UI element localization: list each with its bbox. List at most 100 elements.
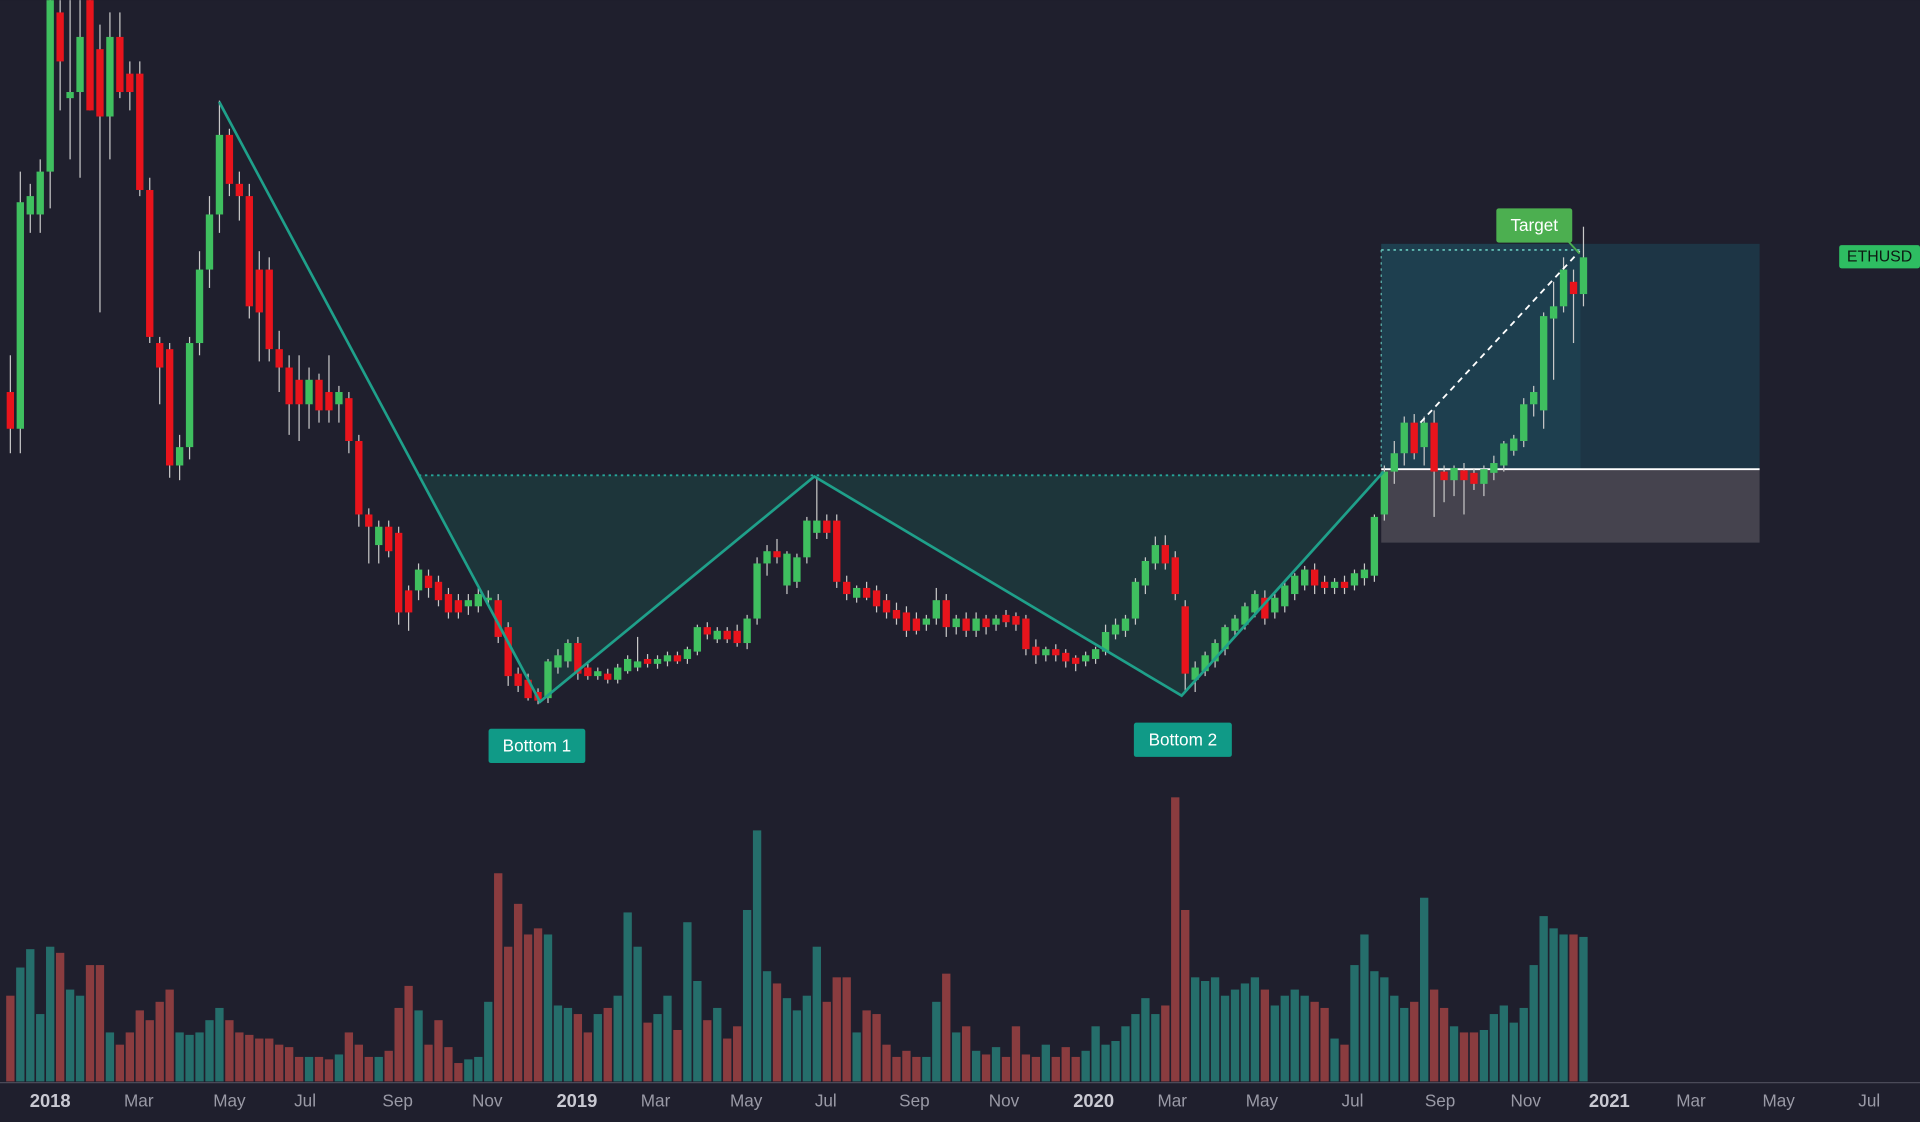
candle-body [365,514,373,527]
candle-body [165,349,174,466]
volume-bar [583,1032,592,1082]
volume-bar [1061,1047,1070,1082]
volume-bar [1011,1026,1021,1082]
volume-bar [603,1007,612,1082]
candle-body [56,12,64,62]
candle-body [1490,463,1498,473]
candle-body [663,655,672,662]
candle-body [1559,269,1568,307]
x-tick-label: Sep [899,1091,929,1111]
candle-body [1500,443,1508,466]
x-tick-label: Jul [815,1091,837,1111]
candle-body [1032,646,1040,656]
candle-body [952,618,960,628]
volume-bar [1300,995,1309,1082]
volume-bar [26,949,35,1082]
volume-bar [942,973,951,1082]
volume-bar [344,1032,354,1082]
volume-bar [543,934,553,1082]
candle-body [66,92,74,99]
volume-bar [693,981,702,1082]
volume-bar [424,1044,433,1082]
candle-body [1370,516,1379,576]
volume-bar [1101,1044,1110,1082]
candle-body [1211,643,1219,662]
candle-body [544,661,552,699]
volume-bar [1240,983,1250,1082]
volume-bar [1310,1001,1319,1082]
volume-bar [742,909,752,1082]
x-tick-label: May [1246,1091,1279,1111]
volume-bar [1200,981,1210,1082]
candle-body [1330,581,1339,588]
overlay: Bottom 1 Bottom 2 Target ETHUSD [217,101,1920,764]
volume-bar [1539,916,1548,1082]
candle-body [604,673,612,680]
candle-body [325,392,333,411]
candle-body [345,398,353,441]
x-tick-year: 2018 [30,1090,71,1111]
candle-body [1510,438,1518,451]
volume-bar [1380,977,1389,1082]
volume-bar [55,952,65,1082]
candle-body [375,526,383,546]
candle-body [594,671,602,677]
candle-body [126,73,134,93]
volume-bar [275,1044,284,1082]
candle-body [584,667,592,677]
candle-body [494,600,502,637]
volume-bar [1260,989,1270,1082]
candle-body [1400,422,1408,454]
volume-bar [1270,1005,1279,1082]
candle-body [1062,652,1070,662]
volume-bar [971,1050,981,1082]
volume-bar [1171,797,1180,1082]
volume-bar [354,1044,363,1082]
volume-bar [394,1007,403,1082]
candle-body [862,587,871,598]
candle-body [683,649,692,659]
volume-bar [434,1020,443,1082]
candle-body [962,618,970,631]
candle-body [235,183,244,197]
candle-body [6,392,15,429]
volume-bar [892,1056,901,1082]
volume-bar [981,1054,991,1082]
volume-bar [304,1056,314,1082]
candle-body [1181,606,1189,674]
volume-bar [474,1056,483,1082]
candle-body [892,609,901,619]
volume-bar [553,1005,563,1082]
candle-body [195,269,204,344]
candle-body [972,618,980,631]
volume-bar [802,995,812,1082]
volume-bar [593,1014,602,1082]
volume-bar [1559,934,1568,1082]
candle-body [1002,614,1010,623]
volume-bar [1181,909,1190,1082]
volume-bar [533,928,543,1082]
candle-body [16,202,24,429]
candle-body [215,134,224,215]
volume-bar [215,1007,224,1082]
volume-bar [324,1059,334,1082]
volume-bar [762,971,772,1082]
volume-bar [912,1056,921,1082]
candle-body [46,0,54,172]
candle-body [504,627,512,677]
candle-body [1579,257,1588,295]
candle-body [1360,569,1369,579]
double-bottom-line [217,101,1385,704]
x-tick-year: 2020 [1073,1090,1114,1111]
candle-body [653,658,662,664]
candle-body [922,618,931,625]
volume-bar [245,1034,254,1082]
candle-body [813,520,821,533]
volume-bar [733,1026,742,1082]
candle-body [385,526,393,552]
candle-body [623,658,632,672]
volume-bar [484,1001,493,1082]
x-tick-label: May [213,1091,246,1111]
volume-bar [1081,1050,1090,1082]
volume-bar [175,1032,184,1082]
